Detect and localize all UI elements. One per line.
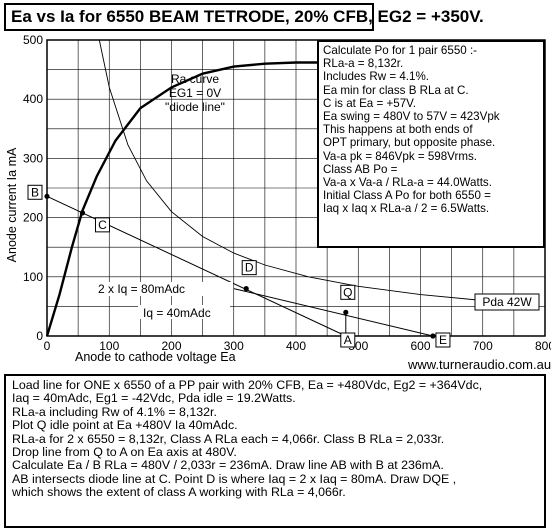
- point-dot-q: [343, 309, 349, 315]
- description-line: Iaq = 40mAdc, Eg1 = -42Vdc, Pda idle = 1…: [12, 391, 296, 406]
- note-line: RLa-a = 8,132r.: [323, 57, 404, 71]
- y-tick-label: 300: [23, 151, 43, 165]
- description-line: RLa-a for 2 x 6550 = 8,132r, Class A RLa…: [12, 431, 445, 446]
- calculation-notes: Calculate Po for 1 pair 6550 :- RLa-a = 8…: [317, 40, 545, 248]
- x-axis-label: Anode to cathode voltage Ea: [75, 350, 236, 364]
- x-tick-label: 200: [161, 339, 181, 353]
- x-tick-label: 600: [410, 339, 430, 353]
- point-box-b: [27, 184, 43, 200]
- point-box-e: [435, 332, 451, 348]
- note-line: C is at Ea = +57V.: [323, 96, 417, 110]
- x-tick-label: 0: [44, 339, 51, 353]
- x-tick-label: 400: [286, 339, 306, 353]
- x-tick-label: 300: [224, 339, 244, 353]
- description-line: Load line for ONE x 6550 of a PP pair wi…: [12, 378, 483, 392]
- note-line: Iaq x Iaq x RLa-a / 2 = 6.5Watts.: [323, 202, 490, 216]
- note-line: Va-a pk = 846Vpk = 598Vrms.: [323, 149, 478, 163]
- point-dot-d: [243, 286, 249, 292]
- note-line: OPT primary, but opposite phase.: [323, 136, 496, 150]
- point-dot-e: [430, 333, 436, 339]
- description-line: AB intersects diode line at C. Point D i…: [12, 471, 457, 486]
- chart-title: Ea vs Ia for 6550 BEAM TETRODE, 20% CFB,…: [4, 3, 484, 31]
- diode-line-label: "diode line": [165, 100, 225, 114]
- diode-curve: [45, 60, 371, 337]
- y-tick-label: 100: [23, 270, 43, 284]
- point-box-c: [94, 217, 110, 233]
- description-line: RLa-a including Rw of 4.1% = 8,132r.: [12, 404, 217, 419]
- note-line: Calculate Po for 1 pair 6550 :-: [323, 44, 478, 57]
- note-line: Va-a x Va-a / RLa-a = 44.0Watts.: [323, 176, 492, 190]
- point-label-q: Q: [343, 285, 352, 299]
- description-line: Drop line from Q to A on Ea axis at 480V…: [12, 445, 237, 460]
- data-series: [45, 39, 511, 337]
- load-line-de: [233, 288, 434, 337]
- description-line: Plot Q idle point at Ea +480V Ia 40mAdc.: [12, 418, 238, 433]
- eg1-label: EG1 = 0V: [169, 86, 221, 100]
- point-label-a: A: [344, 333, 352, 347]
- tick-labels: 0100200300400500600700800010020030040050…: [23, 33, 551, 353]
- y-axis-label: Anode current Ia mA: [5, 147, 19, 262]
- note-line: Class AB Po =: [323, 162, 398, 176]
- y-tick-label: 500: [23, 33, 43, 47]
- iq-label: Iq = 40mAdc: [143, 306, 211, 320]
- ra-curve-label: Ra curve: [171, 72, 219, 86]
- note-line: Ea swing = 480V to 57V = 423Vpk: [323, 110, 500, 124]
- description-line: Calculate Ea / B RLa = 480V / 2,033r = 2…: [12, 458, 444, 473]
- pda-label-box: [474, 293, 540, 311]
- description-line: which shows the extent of class A workin…: [12, 485, 346, 500]
- point-box-a: [340, 332, 356, 348]
- pda-curve: [98, 39, 511, 304]
- two-iq-label: 2 x Iq = 80mAdc: [98, 282, 185, 296]
- y-tick-label: 0: [36, 329, 43, 343]
- point-dot-c: [79, 210, 86, 216]
- note-line: Initial Class A Po for both 6550 =: [323, 189, 491, 203]
- point-label-c: C: [98, 218, 107, 232]
- description-box: Load line for ONE x 6550 of a PP pair wi…: [4, 374, 546, 528]
- url-label: www.turneraudio.com.au: [407, 357, 551, 372]
- point-label-b: B: [31, 185, 39, 199]
- y-tick-label: 400: [23, 92, 43, 106]
- note-line: Includes Rw = 4.1%.: [323, 70, 430, 84]
- point-markers: B C D Q A E: [27, 184, 451, 348]
- y-tick-label: 200: [23, 211, 43, 225]
- point-box-d: [241, 260, 257, 276]
- note-line: This happens at both ends of: [323, 123, 473, 137]
- x-tick-label: 700: [473, 339, 493, 353]
- point-label-d: D: [245, 261, 254, 275]
- point-box-q: [340, 284, 356, 300]
- x-tick-label: 800: [535, 339, 551, 353]
- point-dot-b: [44, 193, 50, 199]
- x-tick-label: 100: [99, 339, 119, 353]
- point-label-e: E: [439, 333, 447, 347]
- note-line: Ea min for class B RLa at C.: [323, 83, 469, 97]
- pda-label: Pda 42W: [482, 295, 532, 309]
